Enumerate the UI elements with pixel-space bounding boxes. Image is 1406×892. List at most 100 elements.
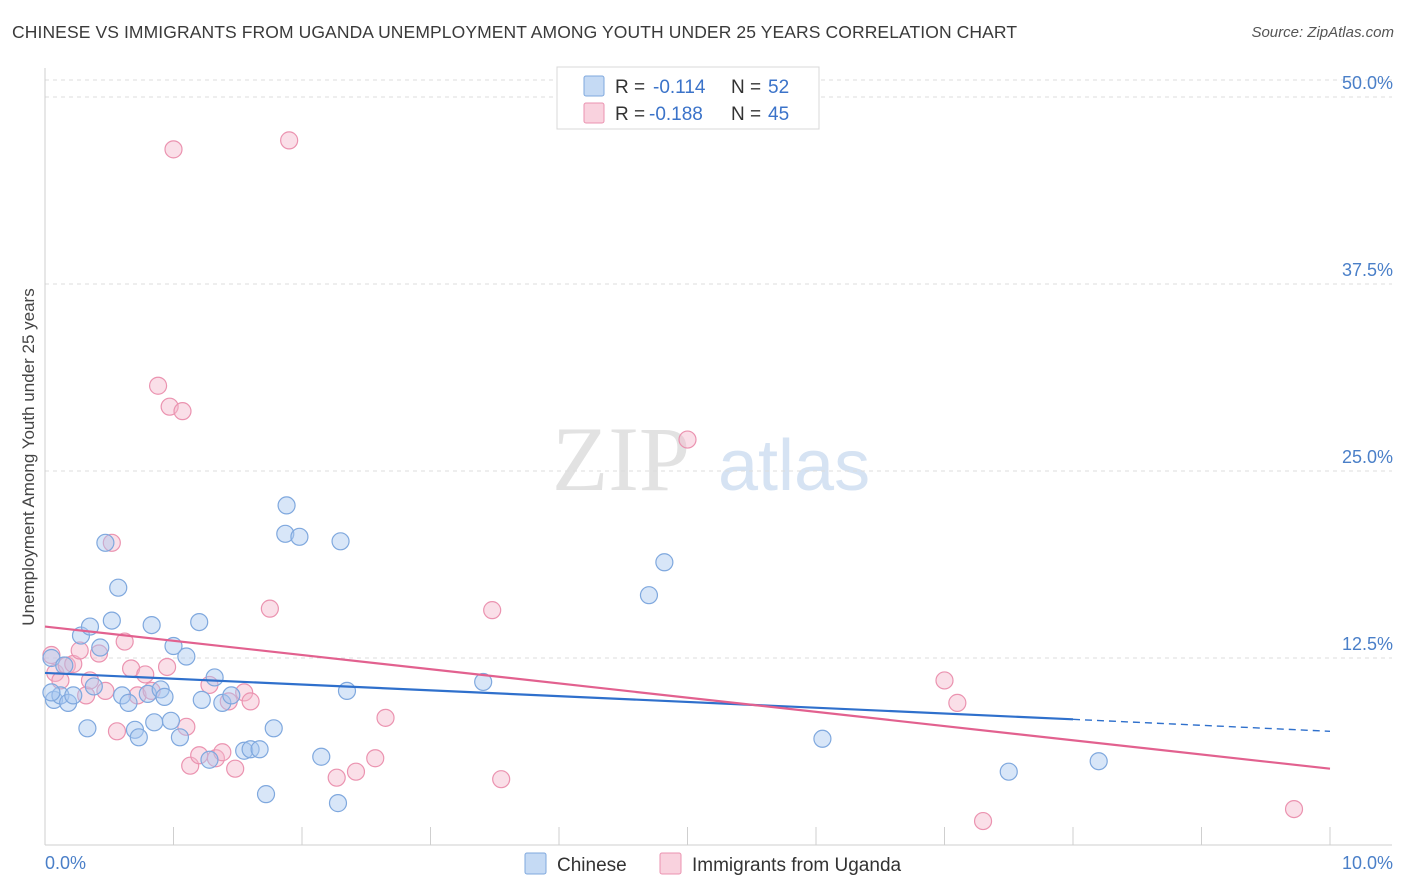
bottom-swatch-uganda	[659, 852, 682, 875]
gridlines	[45, 79, 1392, 659]
series-legend: Chinese Immigrants from Uganda	[524, 852, 902, 876]
bottom-swatch-chinese	[524, 852, 547, 875]
uganda-point	[96, 681, 115, 701]
uganda-point	[483, 601, 502, 620]
bottom-legend-uganda: Immigrants from Uganda	[692, 855, 902, 876]
x-tick-label: 10.0%	[1342, 853, 1393, 873]
chinese-point	[328, 794, 348, 813]
uganda-point	[492, 770, 511, 789]
legend-swatch-chinese	[583, 75, 605, 97]
watermark-zip: ZIP	[552, 408, 690, 510]
chinese-point	[170, 728, 190, 747]
chinese-point	[142, 615, 161, 635]
chinese-trend-line	[44, 671, 1074, 721]
uganda-point	[1284, 799, 1304, 819]
uganda-point	[157, 657, 177, 677]
source-label: Source: ZipAtlas.com	[1251, 24, 1394, 41]
uganda-point	[376, 708, 395, 727]
chinese-point	[290, 527, 309, 546]
chinese-point	[331, 532, 350, 551]
chinese-point	[813, 729, 832, 748]
axis-ticks: 12.5% 25.0% 37.5% 50.0% 0.0% 10.0%	[45, 73, 1393, 873]
chinese-point	[277, 496, 296, 515]
uganda-point	[241, 692, 260, 711]
chinese-point	[102, 611, 121, 630]
uganda-trend-line	[44, 625, 1331, 770]
chinese-point	[91, 638, 110, 657]
legend-r-label: R =	[615, 104, 645, 125]
chinese-point	[474, 672, 493, 692]
chinese-point	[655, 553, 674, 572]
chinese-point	[256, 785, 276, 804]
y-axis-label: Unemployment Among Youth under 25 years	[19, 288, 38, 625]
uganda-point	[366, 749, 385, 768]
uganda-point	[327, 768, 346, 787]
chinese-point	[192, 690, 211, 709]
uganda-point	[148, 376, 168, 395]
legend-n-label: N =	[731, 104, 761, 125]
legend-r-uganda: -0.188	[649, 104, 703, 125]
chinese-point	[145, 713, 164, 732]
uganda-point	[107, 722, 127, 741]
uganda-point	[89, 644, 109, 663]
chinese-point	[109, 578, 128, 597]
watermark-atlas: atlas	[718, 426, 870, 506]
axes	[44, 68, 1392, 846]
chinese-point	[112, 686, 132, 705]
chinese-point	[84, 677, 103, 696]
chinese-point	[161, 711, 181, 730]
uganda-point	[164, 140, 183, 159]
y-tick-label: 12.5%	[1342, 634, 1393, 654]
chinese-point	[96, 533, 115, 552]
chinese-point	[250, 740, 269, 759]
chinese-point	[222, 686, 241, 705]
trend-lines	[44, 625, 1331, 770]
legend-n-label: N =	[731, 77, 761, 98]
chinese-point	[190, 612, 209, 632]
chinese-point	[235, 741, 254, 760]
chinese-point	[639, 586, 659, 605]
uganda-points	[42, 131, 1304, 831]
chart-title: CHINESE VS IMMIGRANTS FROM UGANDA UNEMPL…	[12, 22, 1018, 42]
chinese-point	[78, 719, 97, 738]
chinese-point	[264, 719, 283, 738]
legend-n-chinese: 52	[768, 77, 789, 98]
uganda-point	[181, 756, 200, 775]
uganda-point	[346, 762, 366, 781]
chinese-points	[42, 496, 1108, 813]
uganda-point	[136, 665, 155, 684]
chinese-trend-extension	[1072, 718, 1331, 733]
uganda-point	[280, 131, 299, 150]
uganda-point	[70, 641, 89, 660]
chinese-point	[177, 647, 196, 666]
y-tick-label: 37.5%	[1342, 260, 1393, 280]
legend-r-label: R =	[615, 77, 645, 98]
bottom-legend-chinese: Chinese	[557, 855, 627, 876]
chinese-point	[155, 687, 174, 706]
uganda-point	[935, 671, 954, 690]
chinese-point	[200, 750, 219, 769]
uganda-point	[102, 533, 121, 552]
x-tick-label: 0.0%	[45, 853, 86, 873]
correlation-legend: R = -0.114 N = 52 R = -0.188 N = 45	[556, 66, 820, 130]
y-tick-label: 25.0%	[1342, 447, 1393, 467]
uganda-point	[678, 430, 697, 449]
chinese-point	[1089, 752, 1108, 771]
chinese-point	[276, 524, 295, 543]
uganda-point	[173, 402, 192, 421]
chinese-point	[312, 747, 331, 766]
uganda-point	[260, 599, 279, 618]
uganda-point	[177, 717, 196, 736]
chinese-point	[337, 681, 357, 701]
chinese-point	[999, 762, 1018, 781]
chinese-point	[205, 668, 224, 687]
chinese-point	[55, 656, 74, 675]
uganda-point	[226, 759, 245, 778]
legend-swatch-uganda	[583, 102, 605, 124]
legend-n-uganda: 45	[768, 104, 789, 125]
y-tick-label: 50.0%	[1342, 73, 1393, 93]
chinese-point	[42, 683, 61, 702]
legend-r-chinese: -0.114	[653, 77, 706, 98]
uganda-point	[948, 693, 967, 712]
